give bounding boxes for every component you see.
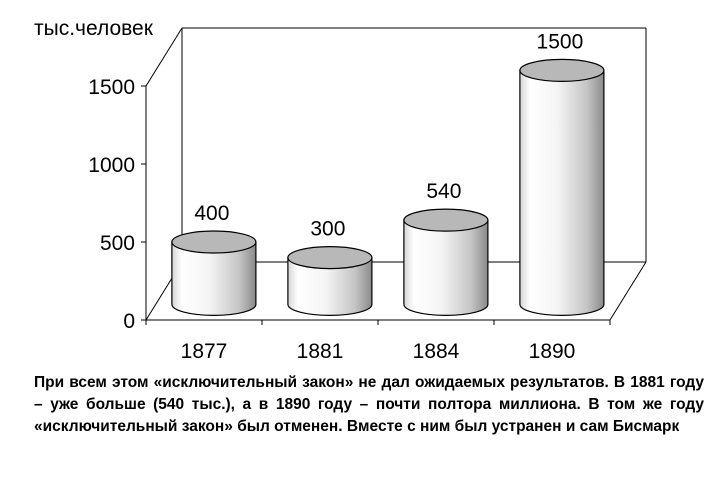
y-tick-label: 0 [123,310,135,333]
bar-1884 [403,208,489,316]
x-tick-label: 1877 [181,340,228,363]
data-label: 400 [194,202,229,225]
x-tick-label: 1884 [413,340,460,363]
cylinder-top [403,208,489,232]
x-tick-label: 1890 [529,340,576,363]
cylinder-top [519,58,605,83]
x-axis-ticks: 1877 1881 1884 1890 [145,320,611,363]
cylinder-chart: тыс.человек 0 500 1000 1500 1877 1881 1884 189… [34,17,647,363]
y-tick-label: 500 [100,232,135,255]
cylinder-body [287,257,373,316]
bar-1881 [287,246,373,316]
y-axis-ticks: 0 500 1000 1500 [88,76,146,333]
cylinder-body [171,241,257,316]
data-label: 540 [426,180,461,203]
caption-text: При всем этом «исключительный закон» не … [34,374,704,435]
bar-1890 [519,58,605,316]
data-label: 1500 [537,30,584,53]
cylinder-top [287,246,373,270]
y-axis-label: тыс.человек [34,17,154,40]
y-tick-label: 1500 [88,76,135,99]
bar-series [171,58,605,316]
cylinder-top [171,230,257,254]
bar-1877 [171,230,257,316]
data-label: 300 [310,218,345,241]
cylinder-body [519,69,605,316]
cylinder-body [403,219,489,316]
x-tick-label: 1881 [297,340,344,363]
y-tick-label: 1000 [88,154,135,177]
data-labels: 400 300 540 1500 [194,30,583,240]
